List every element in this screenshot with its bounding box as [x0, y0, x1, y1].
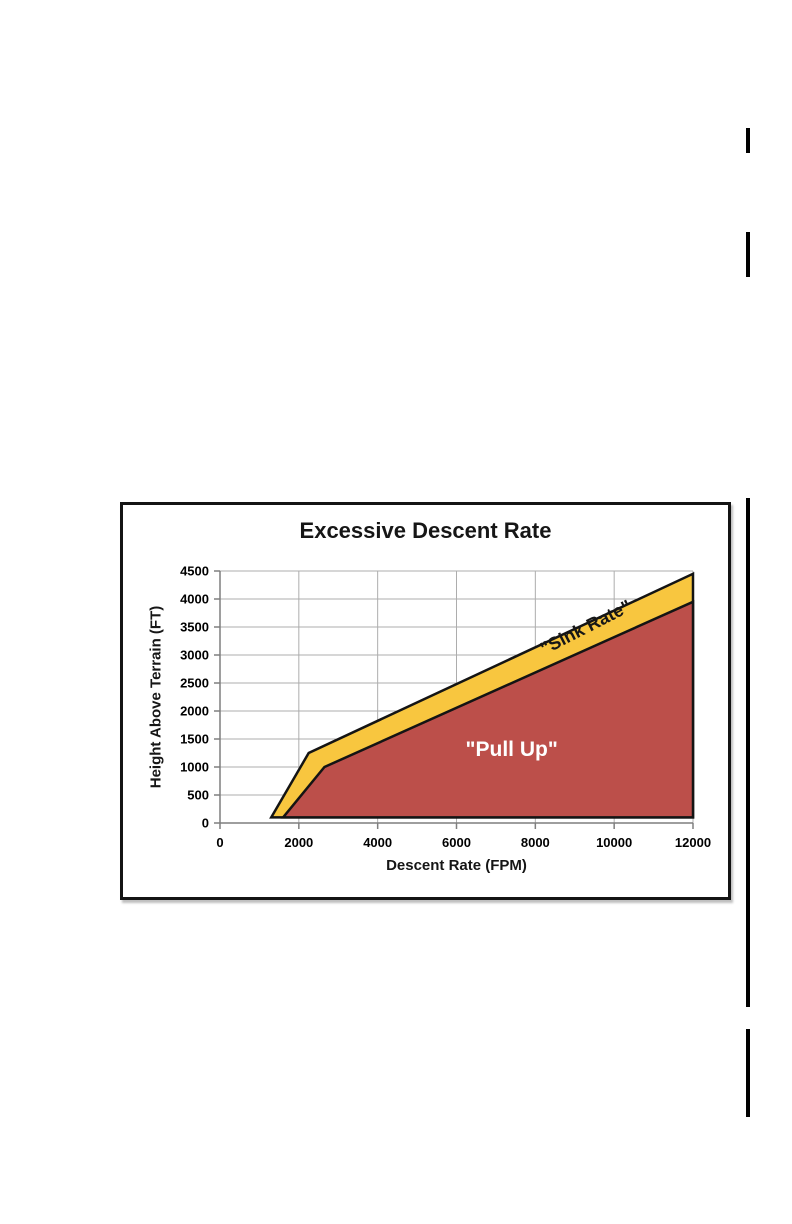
x-tick-label: 6000 — [442, 835, 471, 850]
y-tick-label: 1500 — [180, 732, 209, 747]
x-tick-label: 10000 — [596, 835, 632, 850]
envelope-chart-svg: 0 500 1000 1500 2000 2500 3000 3500 4000 4500 0 200… — [180, 564, 711, 851]
y-tick-label: 4000 — [180, 592, 209, 607]
pull-up-area — [280, 599, 695, 819]
x-axis-title: Descent Rate (FPM) — [386, 857, 527, 874]
y-tick-label: 2500 — [180, 676, 209, 691]
y-tick-label: 500 — [187, 788, 209, 803]
revision-bar — [746, 232, 750, 277]
y-tick-label: 1000 — [180, 760, 209, 775]
chart-title: Excessive Descent Rate — [299, 518, 552, 543]
revision-bar — [746, 498, 750, 1007]
revision-bar — [746, 1029, 750, 1117]
y-tick-label: 2000 — [180, 704, 209, 719]
y-tick-label: 0 — [202, 816, 209, 831]
chart-figure: Excessive Descent Rate Height Above Terr… — [120, 502, 731, 900]
x-tick-label: 2000 — [284, 835, 313, 850]
y-tick-label: 3500 — [180, 620, 209, 635]
y-tick-label: 3000 — [180, 648, 209, 663]
x-tick-label: 0 — [216, 835, 223, 850]
x-tick-label: 4000 — [363, 835, 392, 850]
y-axis-title: Height Above Terrain (FT) — [147, 605, 165, 789]
x-tick-label: 12000 — [675, 835, 711, 850]
pull-up-label: "Pull Up" — [466, 738, 558, 761]
y-tick-label: 4500 — [180, 564, 209, 579]
revision-bar — [746, 128, 750, 153]
x-tick-label: 8000 — [521, 835, 550, 850]
